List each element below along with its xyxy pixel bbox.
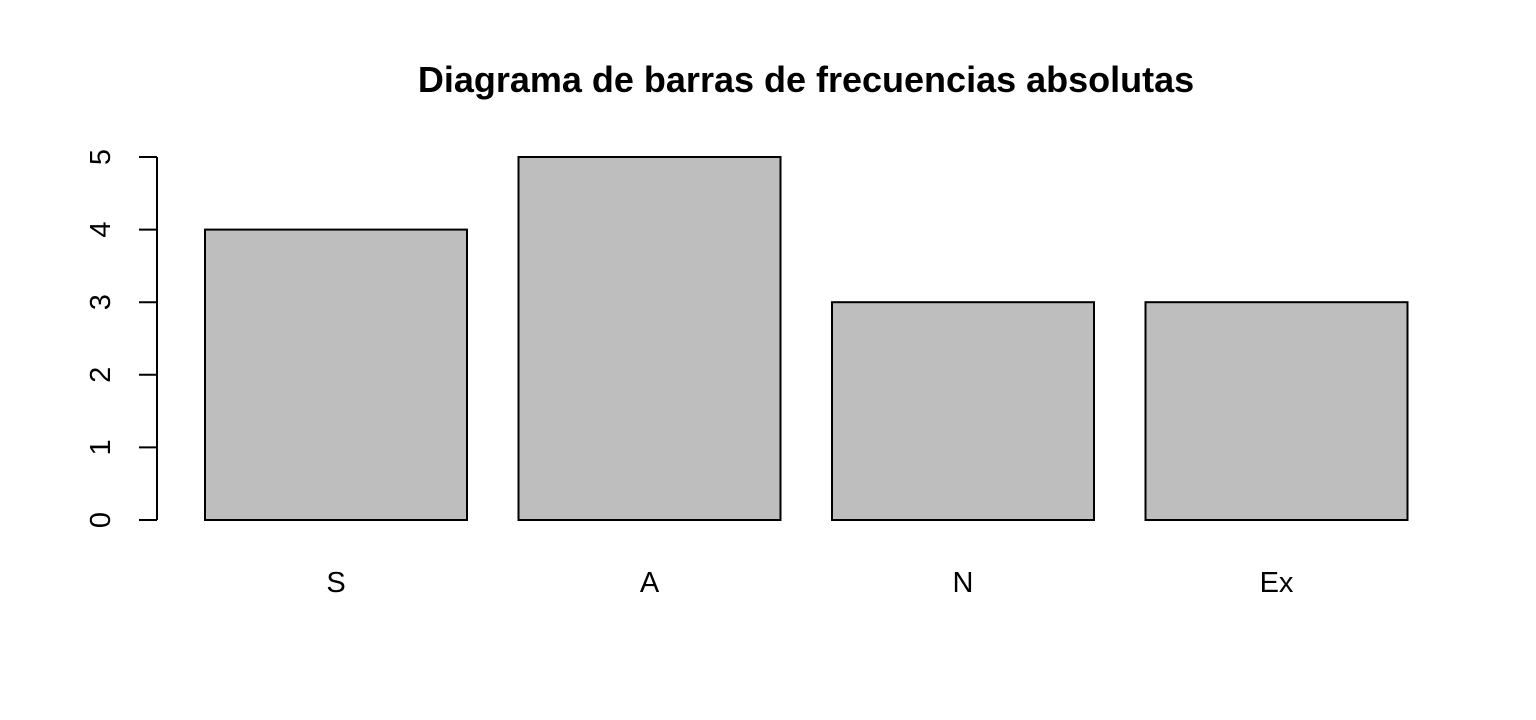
y-tick-label: 3	[85, 294, 117, 310]
bars	[204, 156, 1409, 522]
bar-a	[517, 156, 782, 521]
x-category-label: A	[640, 567, 660, 599]
x-axis-labels: S A N Ex	[326, 567, 1294, 599]
x-category-label: S	[326, 567, 345, 599]
x-category-label: N	[953, 567, 974, 599]
y-tick-label: 0	[85, 512, 117, 528]
bar-n	[831, 301, 1095, 522]
y-tick-label: 5	[85, 149, 117, 165]
chart-title: Diagrama de barras de frecuencias absolu…	[418, 59, 1194, 100]
y-tick-label: 2	[85, 367, 117, 383]
y-axis: 0 1 2 3 4 5	[85, 149, 158, 528]
y-tick-label: 4	[85, 222, 117, 238]
bar-ex	[1144, 301, 1409, 522]
y-tick-label: 1	[85, 439, 117, 455]
x-category-label: Ex	[1260, 567, 1294, 599]
bar-s	[204, 228, 468, 521]
